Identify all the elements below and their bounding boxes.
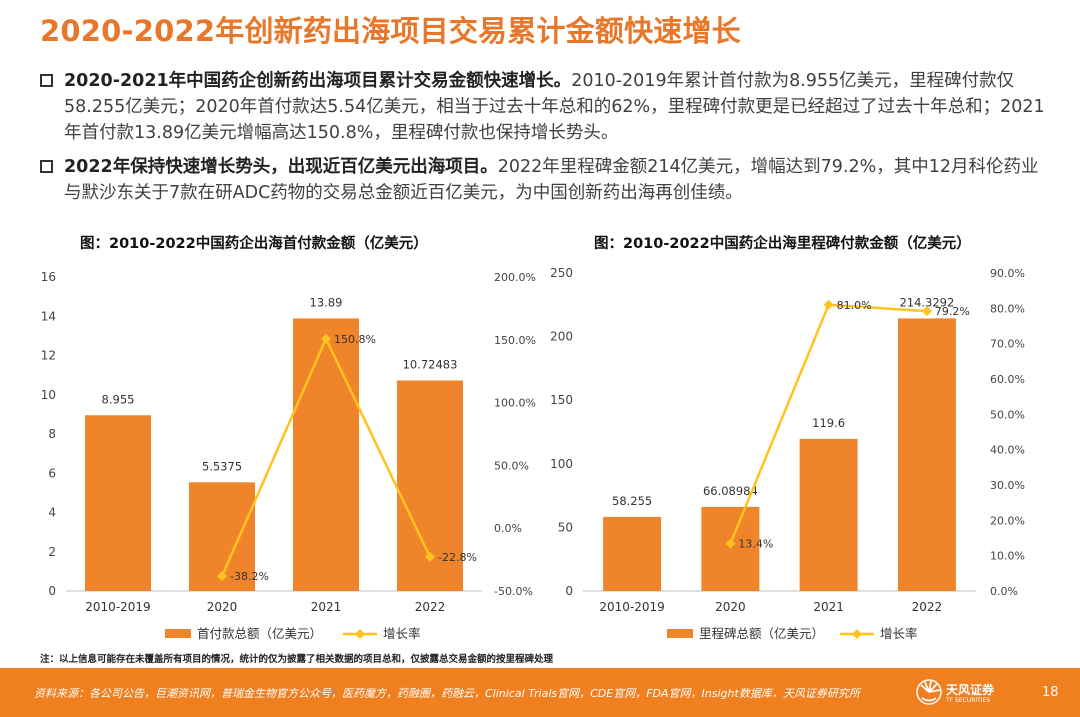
bullet-point-1: 2020-2021年中国药企创新药出海项目累计交易金额快速增长。2010-201… [40, 68, 1050, 146]
bar-value-label: 66.08984 [703, 484, 758, 498]
bar [293, 318, 359, 591]
legend-line-marker [852, 629, 862, 639]
legend-line-label: 增长率 [880, 626, 918, 641]
legend-bar-swatch [165, 629, 191, 638]
x-axis-category-label: 2022 [912, 600, 943, 614]
page-title: 2020-2022年创新药出海项目交易累计金额快速增长 [40, 14, 741, 48]
chart-2-title: 图：2010-2022中国药企出海里程碑付款金额（亿美元） [594, 236, 971, 252]
x-axis-category-label: 2010-2019 [599, 600, 664, 614]
milestone-payment-chart: 0 50 100 150 200 250 0.0% 10.0% 20.0% 30.0% 40.0% 5… [550, 266, 1025, 641]
growth-rate-point [425, 551, 435, 562]
x-axis-category-label: 2010-2019 [85, 600, 150, 614]
y-axis-right-tick: 50.0% [494, 459, 529, 472]
bar [701, 506, 760, 591]
growth-rate-label: 150.8% [334, 333, 376, 346]
bullet-point-2: 2022年保持快速增长势头，出现近百亿美元出海项目。2022年里程碑金额214亿… [40, 154, 1050, 206]
legend-bar-label: 首付款总额（亿美元） [197, 626, 322, 641]
footer-bar: 资料来源：各公司公告，巨潮资讯网，普瑞金生物官方公众号，医药魔方，药融圈，药融云… [0, 668, 1080, 717]
page-number: 18 [1042, 685, 1059, 700]
bar-value-label: 58.255 [612, 494, 652, 508]
bullet-1-lead: 2020-2021年中国药企创新药出海项目累计交易金额快速增长。 [64, 71, 572, 91]
growth-rate-label: 81.0% [837, 299, 872, 312]
y-axis-right-tick: 0.0% [494, 522, 522, 535]
growth-rate-label: 13.4% [738, 538, 773, 551]
y-axis-right-tick: 30.0% [990, 479, 1025, 492]
y-axis-left-tick: 16 [41, 270, 56, 284]
y-axis-right-tick: 20.0% [990, 514, 1025, 527]
chart-1-title: 图：2010-2022中国药企出海首付款金额（亿美元） [80, 236, 428, 252]
y-axis-left-tick: 4 [48, 506, 56, 520]
x-axis-category-label: 2021 [813, 600, 844, 614]
y-axis-left-tick: 50 [558, 520, 573, 534]
bullet-2-lead: 2022年保持快速增长势头，出现近百亿美元出海项目。 [64, 157, 498, 177]
legend-line-label: 增长率 [383, 626, 421, 641]
y-axis-right-tick: 150.0% [494, 334, 536, 347]
growth-rate-point [823, 299, 834, 310]
growth-rate-point [921, 306, 932, 317]
bullet-2-text: 2022年里程碑金额214亿美元，增幅达到79.2%，其中12月科伦药业与默沙东… [64, 157, 1039, 203]
bar-value-label: 10.72483 [403, 358, 458, 372]
growth-rate-label: -38.2% [230, 570, 269, 583]
x-axis-category-label: 2020 [715, 600, 746, 614]
growth-rate-point [217, 571, 227, 582]
bar-value-label: 5.5375 [202, 459, 242, 473]
y-axis-right-tick: 10.0% [990, 550, 1025, 563]
y-axis-right-tick: 50.0% [990, 408, 1025, 421]
company-logo: 天风证券 TF SECURITIES [916, 678, 1024, 708]
y-axis-right-tick: 0.0% [990, 585, 1018, 598]
y-axis-left-tick: 0 [565, 584, 573, 598]
y-axis-left-tick: 12 [41, 349, 56, 363]
bar [85, 415, 151, 591]
y-axis-right-tick: 100.0% [494, 397, 536, 410]
y-axis-left-tick: 8 [48, 427, 56, 441]
bullet-square-icon [40, 160, 53, 173]
y-axis-left-tick: 6 [48, 466, 56, 480]
growth-rate-label: -22.8% [438, 551, 477, 564]
y-axis-left-tick: 200 [550, 330, 573, 344]
bar-value-label: 13.89 [310, 295, 343, 309]
bar-value-label: 119.6 [812, 416, 845, 430]
y-axis-right-tick: 40.0% [990, 444, 1025, 457]
bar [799, 438, 858, 591]
upfront-payment-chart: 0 2 4 6 8 10 12 14 16 -50.0% 0.0% 50.0% 100.0% 150.0%… [41, 270, 536, 641]
footnote: 注：以上信息可能存在未覆盖所有项目的情况，统计的仅为披露了相关数据的项目总和，仅… [40, 654, 554, 665]
bullet-1-text: 2010-2019年累计首付款为8.955亿美元，里程碑付款仅58.255亿美元… [64, 71, 1045, 143]
y-axis-left-tick: 14 [41, 309, 56, 323]
y-axis-left-tick: 2 [48, 545, 56, 559]
y-axis-left-tick: 150 [550, 393, 573, 407]
y-axis-right-tick: 60.0% [990, 373, 1025, 386]
y-axis-right-tick: -50.0% [494, 585, 533, 598]
y-axis-right-tick: 70.0% [990, 338, 1025, 351]
legend-bar-swatch [667, 629, 693, 638]
y-axis-left-tick: 100 [550, 457, 573, 471]
bar-value-label: 214.3292 [899, 295, 954, 309]
bar [603, 516, 662, 591]
legend-line-marker [355, 629, 365, 639]
y-axis-right-tick: 90.0% [990, 267, 1025, 280]
legend-bar-label: 里程碑总额（亿美元） [699, 626, 824, 641]
x-axis-category-label: 2021 [311, 600, 342, 614]
fan-logo-icon [916, 679, 942, 705]
x-axis-category-label: 2020 [207, 600, 238, 614]
y-axis-right-tick: 200.0% [494, 271, 536, 284]
x-axis-category-label: 2022 [415, 600, 446, 614]
growth-rate-label: 79.2% [935, 305, 970, 318]
logo-text: 天风证券 [946, 683, 995, 697]
y-axis-left-tick: 250 [550, 266, 573, 280]
bullet-square-icon [40, 74, 53, 87]
source-text: 资料来源：各公司公告，巨潮资讯网，普瑞金生物官方公众号，医药魔方，药融圈，药融云… [34, 687, 860, 700]
growth-rate-point [321, 333, 331, 344]
y-axis-left-tick: 10 [41, 388, 56, 402]
y-axis-right-tick: 80.0% [990, 302, 1025, 315]
y-axis-left-tick: 0 [48, 584, 56, 598]
logo-subtext: TF SECURITIES [946, 697, 991, 704]
bar [897, 318, 956, 591]
growth-rate-point [725, 538, 736, 549]
bar-value-label: 8.955 [102, 392, 135, 406]
